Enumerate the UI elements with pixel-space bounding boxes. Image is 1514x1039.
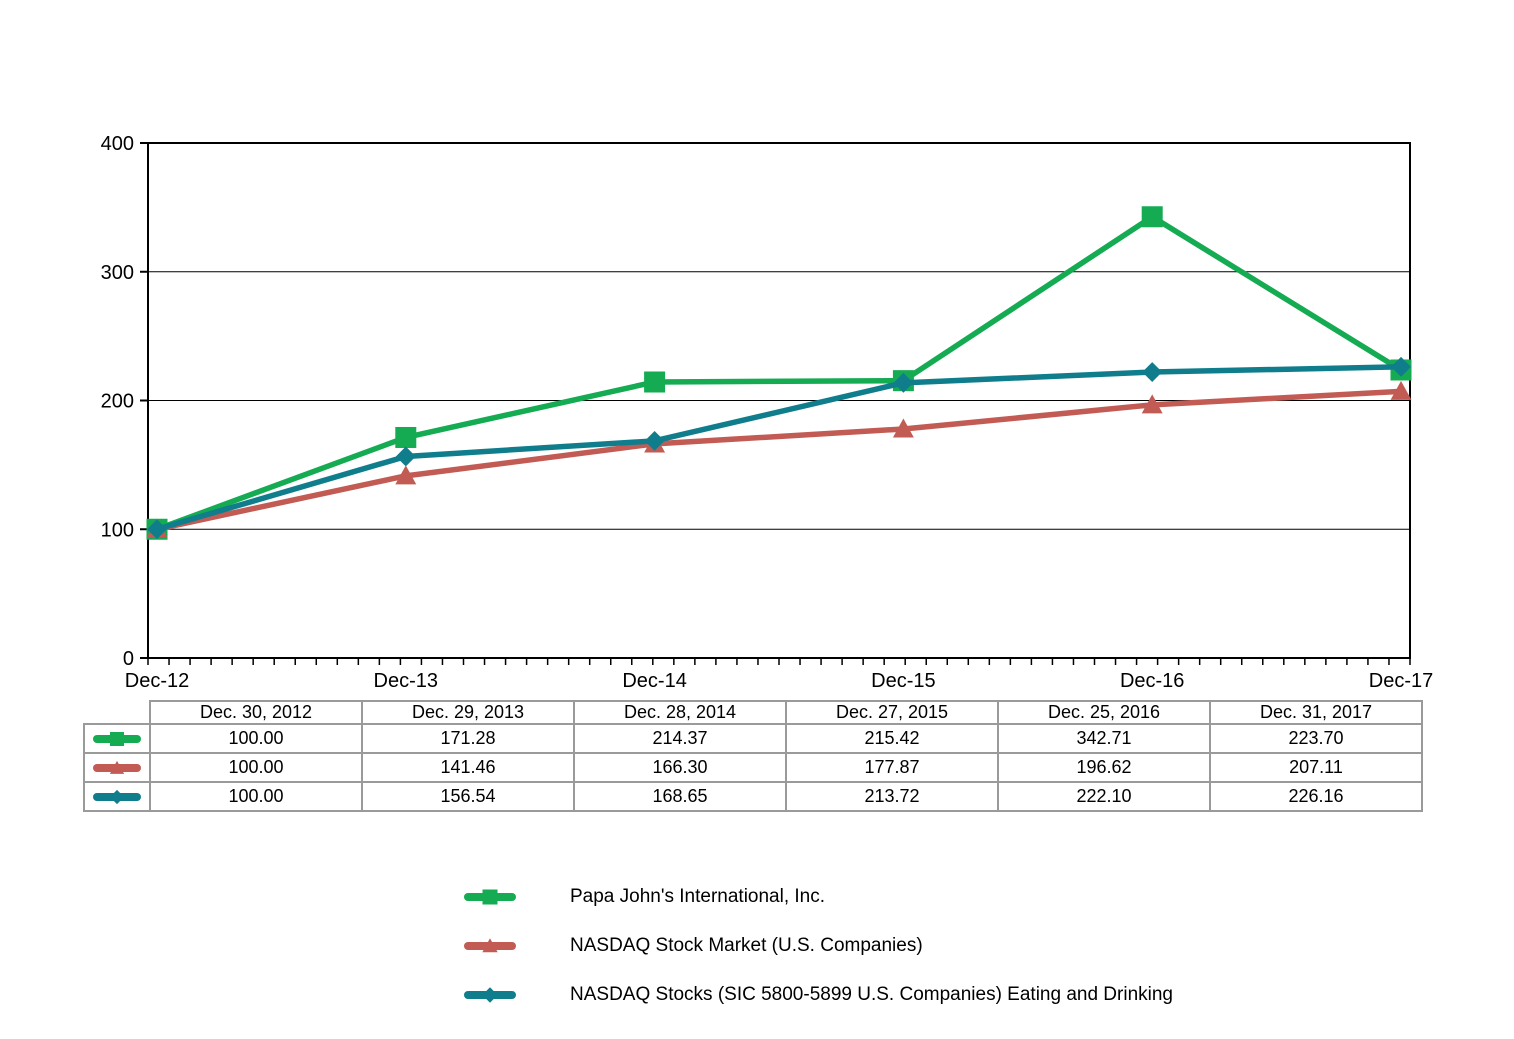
series-2-marker <box>1142 362 1163 382</box>
table-row: 100.00 141.46 166.30 177.87 196.62 207.11 <box>83 752 1423 783</box>
table-value-cell: 223.70 <box>1209 723 1423 754</box>
x-axis-tick-label: Dec-13 <box>374 670 438 692</box>
table-value-cell: 222.10 <box>997 781 1211 812</box>
triangle-marker <box>482 937 498 952</box>
series-0-marker <box>395 426 417 448</box>
table-value-cell: 213.72 <box>785 781 999 812</box>
nasdaq-market-series-marker-icon <box>462 935 518 957</box>
series-1-marker <box>395 465 417 485</box>
table-corner-cell <box>84 701 151 725</box>
legend-label-papa-johns: Papa John's International, Inc. <box>570 885 826 907</box>
table-value-cell: 177.87 <box>785 752 999 783</box>
y-axis-tick-label: 0 <box>123 648 134 670</box>
table-value-cell: 207.11 <box>1209 752 1423 783</box>
legend-item-nasdaq-eating-drinking: NASDAQ Stocks (SIC 5800-5899 U.S. Compan… <box>462 970 1173 1019</box>
series-1-marker <box>892 418 914 438</box>
series-2-marker <box>1391 356 1411 377</box>
y-axis-tick-label: 200 <box>101 391 134 413</box>
table-header-date: Dec. 30, 2012 <box>149 700 363 725</box>
square-marker <box>110 731 124 746</box>
series-2-marker <box>395 446 416 467</box>
series-1-marker <box>1390 380 1412 400</box>
x-axis-tick-label: Dec-14 <box>622 670 686 692</box>
y-axis-tick-label: 300 <box>101 262 134 284</box>
table-header-date: Dec. 25, 2016 <box>997 700 1211 725</box>
table-header-date: Dec. 31, 2017 <box>1209 700 1423 725</box>
x-axis-tick-label: Dec-12 <box>125 670 189 692</box>
y-axis-tick-label: 400 <box>101 133 134 155</box>
table-value-cell: 215.42 <box>785 723 999 754</box>
table-value-cell: 214.37 <box>573 723 787 754</box>
performance-data-table: Dec. 30, 2012 Dec. 29, 2013 Dec. 28, 2014 D… <box>83 700 1423 812</box>
table-value-cell: 196.62 <box>997 752 1211 783</box>
table-header-date: Dec. 29, 2013 <box>361 700 575 725</box>
legend-label-nasdaq-market: NASDAQ Stock Market (U.S. Companies) <box>570 934 923 956</box>
table-value-cell: 156.54 <box>361 781 575 812</box>
series-marker-cell <box>83 723 151 754</box>
x-axis-tick-label: Dec-15 <box>871 670 935 692</box>
diamond-marker <box>109 789 125 804</box>
series-line-1 <box>156 388 1402 532</box>
series-marker-cell <box>83 752 151 783</box>
x-axis-tick-label: Dec-17 <box>1369 670 1433 692</box>
series-0-marker <box>1141 206 1163 228</box>
series-1-marker <box>1141 394 1163 414</box>
table-header-row: Dec. 30, 2012 Dec. 29, 2013 Dec. 28, 2014 D… <box>84 700 1423 725</box>
square-marker-icon <box>464 889 516 904</box>
triangle-marker <box>109 760 125 774</box>
performance-line-chart: 0 100 200 300 400 Dec-12 Dec-13 Dec-14 Dec-15 Dec… <box>101 133 1434 692</box>
table-row: 100.00 156.54 168.65 213.72 222.10 226.16 <box>83 781 1423 812</box>
legend-item-papa-johns: Papa John's International, Inc. <box>462 872 1173 921</box>
legend-item-nasdaq-market: NASDAQ Stock Market (U.S. Companies) <box>462 921 1173 970</box>
series-marker-cell <box>83 781 151 812</box>
table-value-cell: 100.00 <box>149 781 363 812</box>
papa-johns-series-marker-icon <box>462 886 518 908</box>
diamond-marker <box>482 986 498 1003</box>
chart-legend: Papa John's International, Inc. NASDAQ S… <box>462 872 1173 1019</box>
nasdaq-eating-drinking-series-marker-icon <box>462 984 518 1006</box>
table-row: 100.00 171.28 214.37 215.42 342.71 223.70 <box>83 723 1423 754</box>
table-value-cell: 171.28 <box>361 723 575 754</box>
y-axis-tick-label: 100 <box>101 519 134 541</box>
table-header-date: Dec. 28, 2014 <box>573 700 787 725</box>
table-value-cell: 226.16 <box>1209 781 1423 812</box>
series-2-marker <box>644 430 665 451</box>
series-0-marker <box>644 371 666 393</box>
table-value-cell: 168.65 <box>573 781 787 812</box>
triangle-marker-icon <box>464 937 516 952</box>
table-value-cell: 342.71 <box>997 723 1211 754</box>
table-value-cell: 141.46 <box>361 752 575 783</box>
table-value-cell: 166.30 <box>573 752 787 783</box>
series-line-2 <box>156 364 1402 532</box>
series-2-marker <box>147 519 167 540</box>
table-header-date: Dec. 27, 2015 <box>785 700 999 725</box>
table-value-cell: 100.00 <box>149 752 363 783</box>
triangle-marker-icon <box>93 760 141 774</box>
series-2-marker <box>893 372 914 393</box>
square-marker <box>482 889 498 904</box>
legend-label-nasdaq-eating-drinking: NASDAQ Stocks (SIC 5800-5899 U.S. Compan… <box>570 983 1173 1005</box>
series-line-0 <box>156 214 1403 532</box>
square-marker-icon <box>93 731 141 746</box>
x-axis-tick-label: Dec-16 <box>1120 670 1184 692</box>
diamond-marker-icon <box>464 986 516 1003</box>
table-value-cell: 100.00 <box>149 723 363 754</box>
diamond-marker-icon <box>93 789 141 804</box>
